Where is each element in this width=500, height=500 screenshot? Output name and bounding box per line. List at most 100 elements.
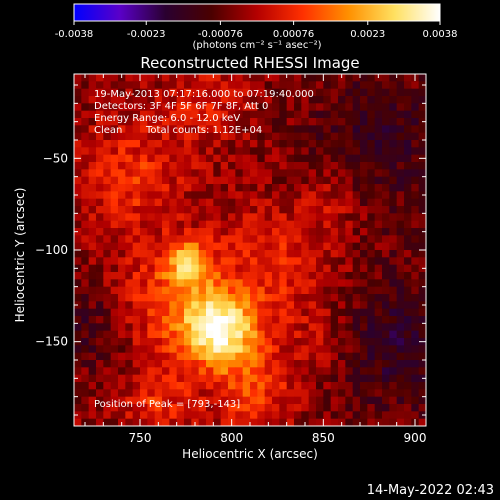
heatmap-pixel [220, 103, 229, 112]
heatmap-pixel [323, 374, 332, 383]
heatmap-pixel [154, 213, 163, 222]
heatmap-pixel [418, 213, 426, 222]
heatmap-pixel [198, 154, 207, 163]
heatmap-pixel [81, 132, 90, 141]
heatmap-pixel [301, 198, 310, 207]
heatmap-pixel [132, 396, 141, 405]
heatmap-pixel [272, 103, 280, 112]
heatmap-pixel [389, 154, 398, 163]
heatmap-pixel [198, 74, 207, 82]
heatmap-pixel [140, 198, 148, 207]
heatmap-pixel [316, 242, 324, 251]
heatmap-pixel [330, 382, 339, 390]
heatmap-pixel [147, 176, 156, 185]
heatmap-pixel [169, 191, 178, 200]
heatmap-pixel [220, 154, 229, 163]
heatmap-pixel [360, 118, 368, 126]
heatmap-pixel [367, 242, 376, 251]
heatmap-pixel [411, 110, 420, 119]
heatmap-pixel [308, 213, 317, 222]
heatmap-pixel [404, 132, 412, 141]
heatmap-pixel [411, 345, 420, 354]
heatmap-pixel [257, 294, 266, 302]
heatmap-pixel [147, 323, 156, 332]
heatmap-pixel [250, 154, 258, 163]
heatmap-pixel [191, 360, 200, 368]
heatmap-pixel [184, 389, 192, 398]
heatmap-pixel [110, 147, 119, 156]
heatmap-pixel [198, 279, 207, 288]
heatmap-pixel [411, 162, 420, 170]
heatmap-pixel [367, 257, 376, 266]
heatmap-pixel [323, 74, 332, 82]
heatmap-pixel [162, 330, 170, 339]
heatmap-pixel [184, 132, 192, 141]
heatmap-pixel [162, 235, 170, 244]
heatmap-pixel [220, 382, 229, 390]
heatmap-pixel [176, 404, 185, 412]
heatmap-pixel [367, 250, 376, 258]
heatmap-pixel [147, 411, 156, 420]
heatmap-pixel [360, 81, 368, 90]
heatmap-pixel [323, 411, 332, 420]
heatmap-pixel [198, 176, 207, 185]
heatmap-pixel [323, 308, 332, 317]
heatmap-pixel [411, 308, 420, 317]
heatmap-pixel [154, 206, 163, 214]
heatmap-pixel [396, 323, 405, 332]
heatmap-pixel [352, 103, 361, 112]
heatmap-pixel [228, 88, 236, 97]
heatmap-pixel [389, 103, 398, 112]
heatmap-pixel [338, 228, 346, 236]
heatmap-pixel [264, 257, 273, 266]
heatmap-pixel [294, 206, 302, 214]
heatmap-pixel [352, 162, 361, 170]
heatmap-pixel [286, 132, 295, 141]
heatmap-pixel [330, 125, 339, 134]
heatmap-pixel [396, 316, 405, 324]
heatmap-pixel [286, 301, 295, 310]
heatmap-pixel [301, 140, 310, 148]
heatmap-pixel [301, 118, 310, 126]
heatmap-pixel [228, 191, 236, 200]
heatmap-pixel [404, 147, 412, 156]
heatmap-pixel [316, 169, 324, 178]
heatmap-pixel [404, 301, 412, 310]
heatmap-pixel [96, 74, 104, 82]
heatmap-pixel [147, 103, 156, 112]
heatmap-pixel [169, 338, 178, 346]
heatmap-pixel [323, 418, 332, 426]
heatmap-pixel [374, 316, 383, 324]
heatmap-pixel [411, 169, 420, 178]
heatmap-pixel [125, 389, 134, 398]
heatmap-pixel [250, 382, 258, 390]
heatmap-pixel [228, 184, 236, 192]
heatmap-pixel [279, 316, 288, 324]
footer-timestamp: 14-May-2022 02:43 [367, 483, 494, 498]
heatmap-pixel [132, 103, 141, 112]
heatmap-pixel [330, 81, 339, 90]
heatmap-pixel [184, 235, 192, 244]
heatmap-pixel [389, 88, 398, 97]
heatmap-pixel [301, 411, 310, 420]
heatmap-pixel [191, 330, 200, 339]
heatmap-pixel [88, 396, 97, 405]
heatmap-pixel [367, 404, 376, 412]
heatmap-pixel [264, 382, 273, 390]
heatmap-pixel [206, 125, 214, 134]
heatmap-pixel [103, 235, 112, 244]
heatmap-pixel [323, 103, 332, 112]
heatmap-pixel [191, 396, 200, 405]
heatmap-pixel [264, 264, 273, 273]
heatmap-pixel [169, 110, 178, 119]
heatmap-pixel [242, 345, 251, 354]
heatmap-pixel [103, 279, 112, 288]
heatmap-pixel [330, 191, 339, 200]
heatmap-pixel [352, 81, 361, 90]
heatmap-pixel [352, 264, 361, 273]
heatmap-pixel [169, 374, 178, 383]
heatmap-pixel [367, 140, 376, 148]
heatmap-pixel [154, 367, 163, 376]
heatmap-pixel [411, 125, 420, 134]
heatmap-pixel [389, 396, 398, 405]
